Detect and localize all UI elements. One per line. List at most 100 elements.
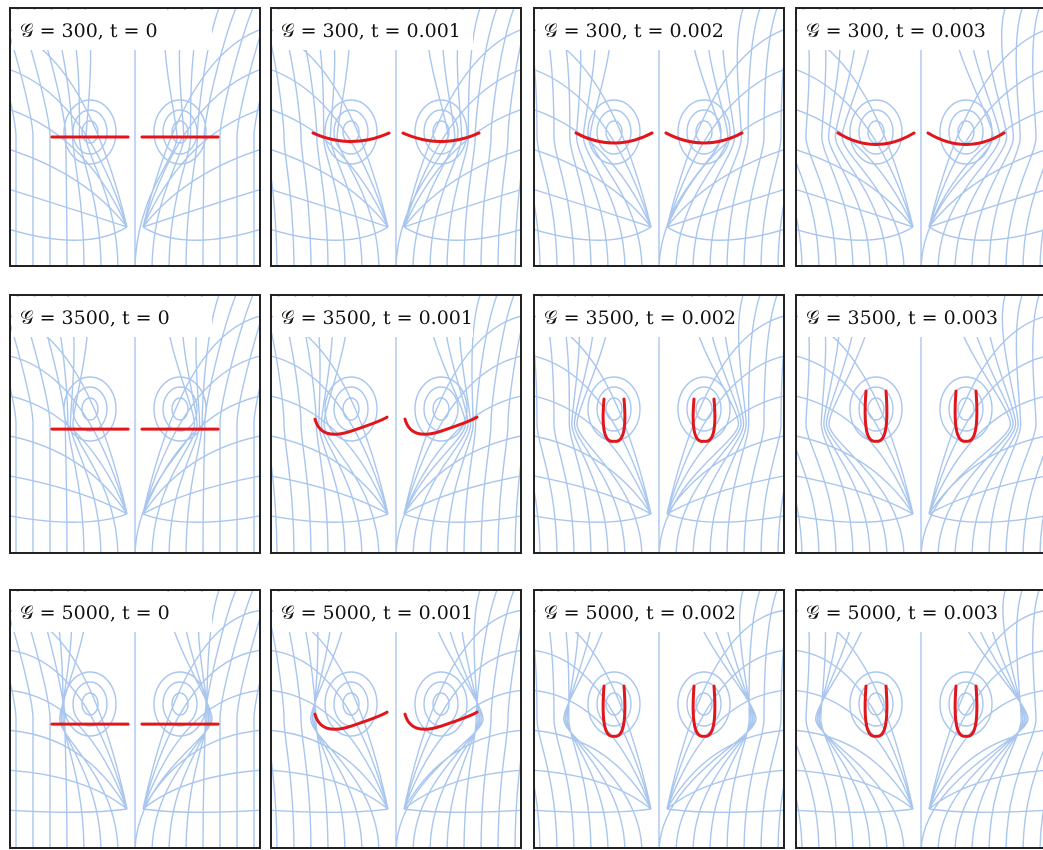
vortex [596,681,632,727]
streamline [10,96,17,266]
panel-frame [9,294,261,554]
streamline [666,769,784,810]
streamline [928,396,1043,515]
vortex [153,99,207,165]
streamline [219,590,254,848]
streamline [403,729,521,810]
panel: 𝒢 = 300, t = 0.002 [534,8,784,266]
label-bg [12,592,212,632]
vortex [72,681,108,727]
filament [313,710,389,731]
streamline [760,55,784,266]
streamline [928,436,1043,515]
vortex [333,109,369,155]
streamline [971,295,1019,553]
streamline [709,8,745,266]
streamline [534,55,558,266]
streamline [142,148,260,228]
vortex [324,376,378,442]
vortex [858,681,894,727]
streamline [253,96,260,266]
streamline [10,769,128,810]
streamline [988,295,1024,553]
streamline [666,729,784,810]
streamline [777,781,784,848]
panel-label: 𝒢 = 5000, t = 0.002 [544,602,736,624]
vortex [81,397,99,421]
vortex [587,99,641,165]
vortex [153,671,207,737]
streamline [403,435,521,515]
vortex [686,386,722,432]
panel-label: 𝒢 = 300, t = 0.001 [281,20,461,42]
panel-frame [270,7,522,267]
streamline [142,109,260,228]
filament [863,684,889,738]
streamline [796,475,914,515]
streamline [796,689,914,810]
panel-label: 𝒢 = 3500, t = 0.003 [806,307,998,329]
streamline [10,188,128,228]
streamline [10,435,128,515]
vortex [867,692,885,716]
streamline [928,30,1043,228]
streamline [666,475,784,515]
vortex [849,99,903,165]
streamline [10,355,128,515]
streamline [142,29,260,228]
streamline [796,435,914,515]
streamline [142,609,260,810]
vortex [414,671,468,737]
streamline [666,315,784,515]
label-bg [798,297,998,337]
streamline [709,295,747,553]
label-bg [273,10,473,50]
streamline [666,226,784,241]
panel-label: 𝒢 = 300, t = 0.003 [806,20,986,42]
streamline [534,486,541,553]
streamline [271,689,389,810]
vortex [414,376,468,442]
streamline [480,8,515,266]
streamline [446,295,482,553]
streamline [10,475,128,515]
streamline [709,590,752,848]
filament [953,389,979,443]
panel-bg [796,295,1043,553]
panel-frame [270,589,522,849]
streamline [463,590,498,848]
streamline [271,456,278,553]
filament [403,415,479,436]
vortex [686,109,722,155]
streamline [534,513,652,523]
streamline [10,395,128,515]
streamline [271,513,389,523]
panel: 𝒢 = 3500, t = 0.001 [271,295,521,553]
streamline [928,189,1043,228]
streamline [796,148,914,228]
streamline [271,355,389,515]
streamline [928,356,1043,515]
panel: 𝒢 = 3500, t = 0 [10,295,260,553]
vortex [414,99,468,165]
streamline [514,169,521,266]
streamline [403,148,521,228]
vortex [957,397,975,421]
streamline [403,395,521,515]
streamline [142,769,260,810]
streamline [271,729,389,810]
filament [601,684,627,738]
filament [926,131,1006,146]
filament [691,684,717,738]
streamline [988,590,1024,848]
vortex [81,692,99,716]
streamline [514,456,521,553]
streamline [666,355,784,515]
streamline [796,395,914,515]
vortex [695,397,713,421]
streamline [10,148,128,228]
vortex [324,671,378,737]
streamline [666,513,784,523]
panel-label: 𝒢 = 5000, t = 0.003 [806,602,998,624]
